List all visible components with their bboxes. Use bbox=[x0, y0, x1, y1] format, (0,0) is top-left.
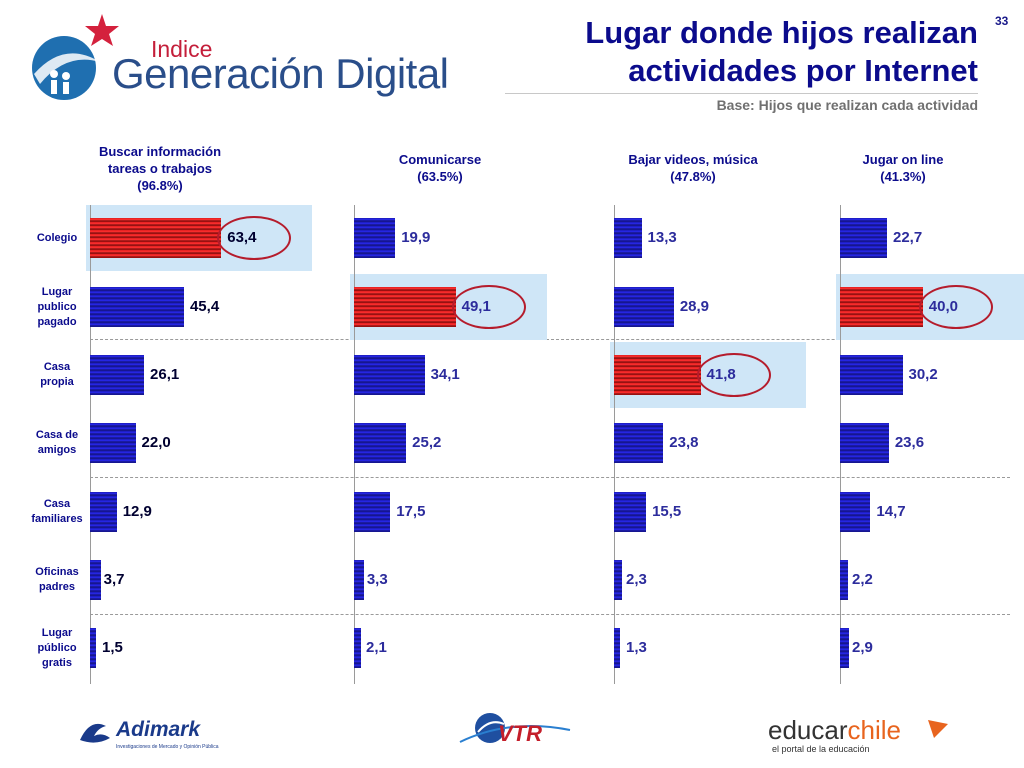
bar-p4-r7 bbox=[840, 628, 849, 668]
value-label-p3-r7: 1,3 bbox=[626, 639, 647, 656]
value-label-p1-r7: 1,5 bbox=[102, 639, 123, 656]
vtr-logo: VTR bbox=[459, 713, 571, 746]
value-label-p4-r1: 22,7 bbox=[892, 229, 923, 246]
bar-p3-r5 bbox=[614, 492, 647, 532]
panel-header-3: Bajar videos, música (47.8%) bbox=[628, 152, 758, 184]
bar-p3-r4 bbox=[614, 423, 664, 463]
highlight-circle-1 bbox=[217, 216, 292, 260]
value-label-p1-r6: 3,7 bbox=[103, 571, 125, 588]
bar-p2-r5 bbox=[354, 492, 391, 532]
value-label-p2-r1: 19,9 bbox=[401, 229, 431, 246]
value-label-p2-r4: 25,2 bbox=[412, 434, 442, 451]
bar-p2-r2 bbox=[354, 287, 456, 327]
title-line-1: Lugar donde hijos realizan bbox=[585, 15, 978, 50]
bar-p4-r5 bbox=[840, 492, 871, 532]
bar-p2-r7 bbox=[354, 628, 362, 668]
value-label-p3-r4: 23,8 bbox=[669, 434, 699, 451]
vtr-wordmark: VTR bbox=[498, 721, 542, 746]
value-label-p4-r3: 30,2 bbox=[908, 366, 938, 383]
indice-logo-icon bbox=[32, 14, 119, 100]
value-label-p1-r3: 26,1 bbox=[150, 366, 180, 383]
bar-p4-r1 bbox=[840, 218, 887, 258]
title-rule bbox=[505, 93, 978, 94]
row-label-7: Lugar público gratis bbox=[37, 626, 77, 669]
bar-p1-r4 bbox=[90, 423, 136, 463]
value-label-p4-r5: 14,7 bbox=[876, 503, 906, 520]
value-label-p2-r5: 17,5 bbox=[396, 503, 426, 520]
row-label-3: Casa propia bbox=[40, 361, 74, 388]
row-label-4: Casa de amigos bbox=[35, 429, 79, 456]
bar-p1-r1 bbox=[90, 218, 222, 258]
highlight-circle-2 bbox=[451, 285, 526, 329]
row-label-5: Casa familiares bbox=[31, 498, 83, 525]
svg-text:educarchile: educarchile bbox=[768, 715, 901, 745]
adimark-tagline: Investigaciones de Mercado y Opinión Púb… bbox=[116, 744, 219, 750]
bar-p3-r6 bbox=[614, 560, 622, 600]
panel-header-2: Comunicarse (63.5%) bbox=[398, 152, 482, 184]
chile-wordmark: chile bbox=[848, 715, 901, 745]
bar-p4-r6 bbox=[840, 560, 848, 600]
bar-p1-r3 bbox=[90, 355, 145, 395]
highlight-circle-3 bbox=[696, 353, 771, 397]
value-label-p1-r2: 45,4 bbox=[189, 298, 220, 315]
value-label-p4-r7: 2,9 bbox=[852, 639, 873, 656]
highlight-circle-4 bbox=[918, 285, 993, 329]
bar-p3-r3 bbox=[614, 355, 701, 395]
bar-p4-r3 bbox=[840, 355, 903, 395]
educarchile-tagline: el portal de la educación bbox=[772, 744, 870, 754]
value-label-p1-r4: 22,0 bbox=[141, 434, 171, 451]
title-line-2: actividades por Internet bbox=[628, 53, 978, 88]
row-group-divider bbox=[90, 339, 1010, 340]
bar-p2-r6 bbox=[354, 560, 364, 600]
value-label-p2-r7: 2,1 bbox=[366, 639, 387, 656]
panel-header-4: Jugar on line (41.3%) bbox=[862, 152, 944, 184]
value-label-p3-r2: 28,9 bbox=[679, 298, 710, 315]
row-label-2: Lugar publico pagado bbox=[37, 285, 77, 328]
value-label-p2-r3: 34,1 bbox=[430, 366, 460, 383]
bar-p1-r7 bbox=[90, 628, 97, 668]
value-label-p1-r5: 12,9 bbox=[122, 503, 152, 520]
adimark-wordmark: Adimark bbox=[115, 718, 201, 741]
panel-header-1: Buscar información tareas o trabajos (96… bbox=[98, 144, 222, 193]
bar-p1-r2 bbox=[90, 287, 184, 327]
bar-p3-r2 bbox=[614, 287, 674, 327]
bar-p3-r1 bbox=[614, 218, 642, 258]
educarchile-logo: educarchile el portal de la educación bbox=[768, 715, 948, 754]
page-number: 33 bbox=[995, 14, 1009, 28]
logo-main-text: Generación Digital bbox=[112, 50, 449, 97]
bar-p2-r1 bbox=[354, 218, 396, 258]
row-label-1: Colegio bbox=[36, 231, 78, 244]
value-label-p3-r6: 2,3 bbox=[626, 571, 647, 588]
row-group-divider bbox=[90, 477, 1010, 478]
educar-wordmark: educar bbox=[768, 715, 848, 745]
slide-title: Lugar donde hijos realizan actividades p… bbox=[585, 14, 978, 90]
row-group-divider bbox=[90, 614, 1010, 615]
value-label-p4-r6: 2,2 bbox=[852, 571, 873, 588]
adimark-logo: Adimark Investigaciones de Mercado y Opi… bbox=[80, 718, 219, 750]
value-label-p3-r1: 13,3 bbox=[647, 229, 677, 246]
bar-p2-r4 bbox=[354, 423, 407, 463]
value-label-p3-r5: 15,5 bbox=[652, 503, 682, 520]
bar-p4-r2 bbox=[840, 287, 923, 327]
bar-p1-r6 bbox=[90, 560, 101, 600]
bar-p1-r5 bbox=[90, 492, 117, 532]
bar-p3-r7 bbox=[614, 628, 620, 668]
slide-subtitle: Base: Hijos que realizan cada actividad bbox=[716, 97, 978, 113]
logo-indice-text: Indice bbox=[151, 36, 213, 62]
bar-p4-r4 bbox=[840, 423, 889, 463]
value-label-p4-r4: 23,6 bbox=[894, 434, 925, 451]
value-label-p2-r6: 3,3 bbox=[366, 571, 388, 588]
row-label-6: Oficinas padres bbox=[35, 566, 79, 593]
bar-p2-r3 bbox=[354, 355, 425, 395]
